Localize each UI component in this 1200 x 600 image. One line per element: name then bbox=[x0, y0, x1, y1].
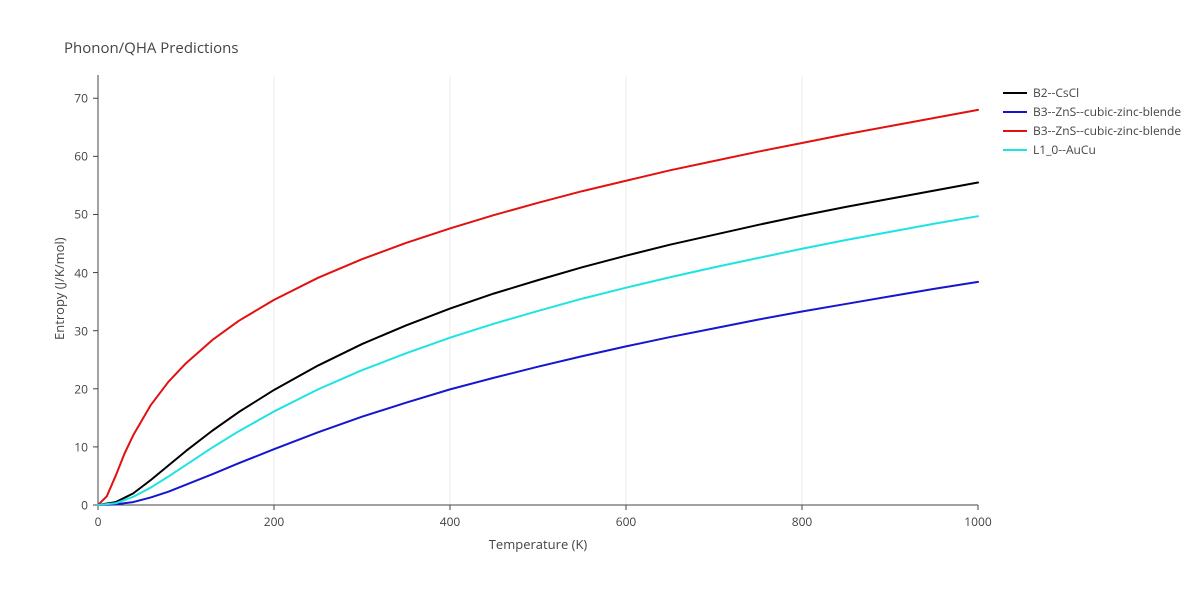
legend-label: B3--ZnS--cubic-zinc-blende bbox=[1033, 122, 1181, 139]
y-tick-label: 40 bbox=[74, 264, 88, 281]
legend-item[interactable]: B3--ZnS--cubic-zinc-blende bbox=[1003, 102, 1181, 121]
legend-item[interactable]: L1_0--AuCu bbox=[1003, 140, 1181, 159]
legend-label: B2--CsCl bbox=[1033, 84, 1079, 101]
y-tick-label: 70 bbox=[74, 90, 88, 107]
series-line[interactable] bbox=[98, 110, 978, 505]
x-tick-label: 800 bbox=[792, 513, 813, 530]
legend-swatch bbox=[1003, 130, 1027, 132]
x-axis-label: Temperature (K) bbox=[489, 535, 588, 553]
legend-item[interactable]: B2--CsCl bbox=[1003, 83, 1181, 102]
legend-swatch bbox=[1003, 111, 1027, 113]
x-tick-label: 600 bbox=[616, 513, 637, 530]
x-tick-label: 1000 bbox=[964, 513, 991, 530]
series-line[interactable] bbox=[98, 183, 978, 506]
x-tick-label: 400 bbox=[440, 513, 461, 530]
chart-container: Phonon/QHA Predictions Entropy (J/K/mol)… bbox=[0, 0, 1200, 600]
y-tick-label: 0 bbox=[81, 497, 88, 514]
legend-item[interactable]: B3--ZnS--cubic-zinc-blende bbox=[1003, 121, 1181, 140]
x-tick-label: 200 bbox=[264, 513, 285, 530]
legend[interactable]: B2--CsCl B3--ZnS--cubic-zinc-blende B3--Zn… bbox=[1003, 83, 1181, 159]
y-tick-label: 20 bbox=[74, 380, 88, 397]
y-axis-label: Entropy (J/K/mol) bbox=[50, 237, 68, 340]
legend-swatch bbox=[1003, 92, 1027, 94]
series-line[interactable] bbox=[98, 282, 978, 505]
series-line[interactable] bbox=[98, 216, 978, 505]
plot-area[interactable] bbox=[98, 75, 978, 505]
legend-label: B3--ZnS--cubic-zinc-blende bbox=[1033, 103, 1181, 120]
y-tick-label: 50 bbox=[74, 206, 88, 223]
legend-swatch bbox=[1003, 149, 1027, 151]
y-tick-label: 10 bbox=[74, 438, 88, 455]
legend-label: L1_0--AuCu bbox=[1033, 141, 1096, 158]
y-tick-label: 60 bbox=[74, 148, 88, 165]
x-tick-label: 0 bbox=[95, 513, 102, 530]
y-tick-label: 30 bbox=[74, 322, 88, 339]
chart-title: Phonon/QHA Predictions bbox=[64, 38, 239, 58]
